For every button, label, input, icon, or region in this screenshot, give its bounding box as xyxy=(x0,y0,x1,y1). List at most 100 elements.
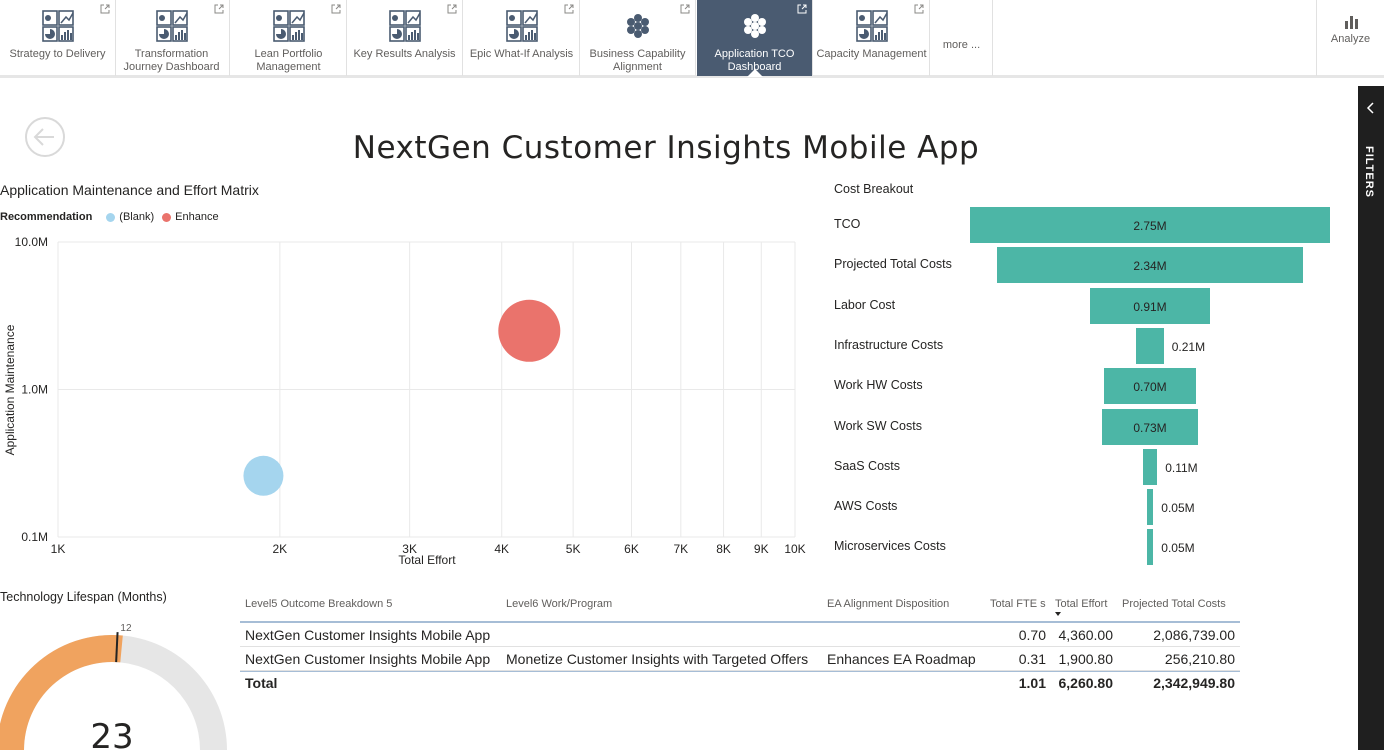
table-row[interactable]: NextGen Customer Insights Mobile App Mone… xyxy=(240,648,1240,671)
table-cell: Enhances EA Roadmap xyxy=(827,650,976,667)
back-arrow-icon[interactable] xyxy=(24,116,66,158)
open-external-icon[interactable] xyxy=(680,4,690,14)
filters-pane-toggle[interactable]: FILTERS xyxy=(1358,86,1384,750)
funnel-bar[interactable] xyxy=(1146,529,1154,566)
funnel-value-label: 0.21M xyxy=(1171,339,1206,354)
table-cell: 0.70 xyxy=(1018,627,1046,643)
tab-lean-portfolio-management[interactable]: Lean Portfolio Management xyxy=(231,0,347,76)
funnel-category-label: Projected Total Costs xyxy=(834,257,952,272)
funnel-value-label: 2.34M xyxy=(1133,259,1167,274)
more-tabs-button[interactable]: more ... xyxy=(931,0,993,76)
funnel-category-label: Infrastructure Costs xyxy=(834,337,944,352)
table-row[interactable]: NextGen Customer Insights Mobile App 0.70… xyxy=(240,624,1240,647)
dashboard-grid-icon xyxy=(389,10,421,42)
gauge-value: 23 xyxy=(90,717,133,750)
open-external-icon[interactable] xyxy=(797,4,807,14)
open-external-icon[interactable] xyxy=(914,4,924,14)
analyze-button[interactable]: Analyze xyxy=(1316,0,1384,76)
table-cell: 1,900.80 xyxy=(1058,650,1114,667)
bar-chart-icon xyxy=(1345,16,1358,29)
tab-application-tco-dashboard[interactable]: Application TCO Dashboard xyxy=(697,0,813,77)
tab-key-results-analysis[interactable]: Key Results Analysis xyxy=(347,0,463,76)
funnel-value-label: 0.70M xyxy=(1133,380,1167,395)
funnel-bar[interactable] xyxy=(1142,448,1158,485)
open-external-icon[interactable] xyxy=(331,4,341,14)
funnel-bar[interactable] xyxy=(996,247,1304,284)
chevron-left-icon xyxy=(1366,102,1374,114)
tab-label: Strategy to Delivery xyxy=(9,48,106,60)
table-header[interactable]: Level5 Outcome Breakdown 5 xyxy=(245,598,393,610)
sort-descending-icon xyxy=(1055,612,1061,616)
funnel-value-label: 0.91M xyxy=(1133,299,1167,314)
table-cell: 256,210.80 xyxy=(1164,650,1235,667)
open-external-icon[interactable] xyxy=(214,4,224,14)
dashboard-grid-icon xyxy=(856,10,888,42)
active-tab-caret xyxy=(747,69,763,77)
funnel-bar[interactable] xyxy=(1090,287,1210,324)
x-tick-label: 2K xyxy=(273,542,288,556)
table-cell: 0.31 xyxy=(1018,650,1046,667)
tab-strategy-to-delivery[interactable]: Strategy to Delivery xyxy=(0,0,116,76)
table-cell: 2,086,739.00 xyxy=(1153,627,1235,643)
table-header[interactable]: Total FTE s xyxy=(990,598,1046,610)
legend-swatch-blank xyxy=(106,212,116,222)
tab-epic-what-if-analysis[interactable]: Epic What-If Analysis xyxy=(464,0,580,76)
funnel-bar[interactable] xyxy=(1146,489,1154,526)
legend-swatch-enhance xyxy=(162,212,172,222)
lifespan-gauge: 12 23 xyxy=(0,623,227,750)
y-tick-label: 0.1M xyxy=(21,530,48,544)
legend-item-enhance[interactable]: Enhance xyxy=(175,211,219,223)
gauge-target-marker xyxy=(115,632,119,663)
legend-title: Recommendation xyxy=(0,211,93,223)
tab-label: Capacity Management xyxy=(816,48,927,60)
scatter-point-enhance[interactable] xyxy=(498,299,561,362)
dashboard-grid-icon xyxy=(506,10,538,42)
gauge-title: Technology Lifespan (Months) xyxy=(0,590,167,604)
funnel-bar[interactable] xyxy=(1102,408,1198,445)
page-title: NextGen Customer Insights Mobile App xyxy=(352,130,980,166)
table-cell: Monetize Customer Insights with Targeted… xyxy=(506,650,809,667)
table-header[interactable]: Level6 Work/Program xyxy=(506,598,613,610)
tab-label: Transformation Journey Dashboard xyxy=(123,48,220,73)
x-tick-label: 6K xyxy=(624,542,639,556)
scatter-legend: Recommendation (Blank) Enhance xyxy=(0,211,219,223)
header-divider xyxy=(240,621,1240,623)
table-header[interactable]: Total Effort xyxy=(1055,598,1108,610)
tab-label: Key Results Analysis xyxy=(353,48,456,60)
analyze-label: Analyze xyxy=(1330,33,1371,45)
gauge-fill xyxy=(0,635,123,750)
x-axis-label: Total Effort xyxy=(398,553,456,567)
open-external-icon[interactable] xyxy=(100,4,110,14)
tab-business-capability-alignment[interactable]: Business Capability Alignment xyxy=(580,0,696,76)
table-cell: 1.01 xyxy=(1018,675,1046,691)
table-cell: NextGen Customer Insights Mobile App xyxy=(245,627,491,643)
tab-capacity-management[interactable]: Capacity Management xyxy=(814,0,930,76)
funnel-category-label: SaaS Costs xyxy=(834,458,901,473)
table-header[interactable]: EA Alignment Disposition xyxy=(827,598,950,610)
tab-label: Business Capability Alignment xyxy=(589,48,686,73)
open-external-icon[interactable] xyxy=(447,4,457,14)
y-tick-label: 1.0M xyxy=(21,383,48,397)
y-axis-label: Application Maintenance xyxy=(3,324,17,455)
funnel-bar[interactable] xyxy=(1136,327,1164,364)
tab-transformation-journey-dashboard[interactable]: Transformation Journey Dashboard xyxy=(114,0,230,76)
scatter-point-blank[interactable] xyxy=(243,455,284,496)
hexagon-cluster-icon xyxy=(744,14,766,38)
dashboard-grid-icon xyxy=(273,10,305,42)
table-cell: NextGen Customer Insights Mobile App xyxy=(245,650,491,667)
funnel-bar[interactable] xyxy=(1104,368,1196,405)
x-tick-label: 4K xyxy=(494,542,509,556)
funnel-category-label: TCO xyxy=(834,217,861,231)
table-cell: Total xyxy=(245,675,278,691)
legend-item-blank[interactable]: (Blank) xyxy=(119,211,155,223)
funnel-category-label: AWS Costs xyxy=(834,499,898,514)
hexagon-cluster-icon xyxy=(627,14,649,38)
table-total-row[interactable]: Total 1.01 6,260.80 2,342,949.80 xyxy=(240,671,1240,694)
funnel-value-label: 0.05M xyxy=(1161,541,1195,556)
scatter-chart: 1K 2K 3K 4K 5K 6K 7K 8K 9K 10K 0.1M 1.0M 10.0M Total … xyxy=(3,235,806,567)
funnel-bar[interactable] xyxy=(970,207,1330,243)
x-tick-label: 5K xyxy=(566,542,581,556)
dashboard-grid-icon xyxy=(42,10,74,42)
table-header[interactable]: Projected Total Costs xyxy=(1122,598,1226,610)
open-external-icon[interactable] xyxy=(564,4,574,14)
